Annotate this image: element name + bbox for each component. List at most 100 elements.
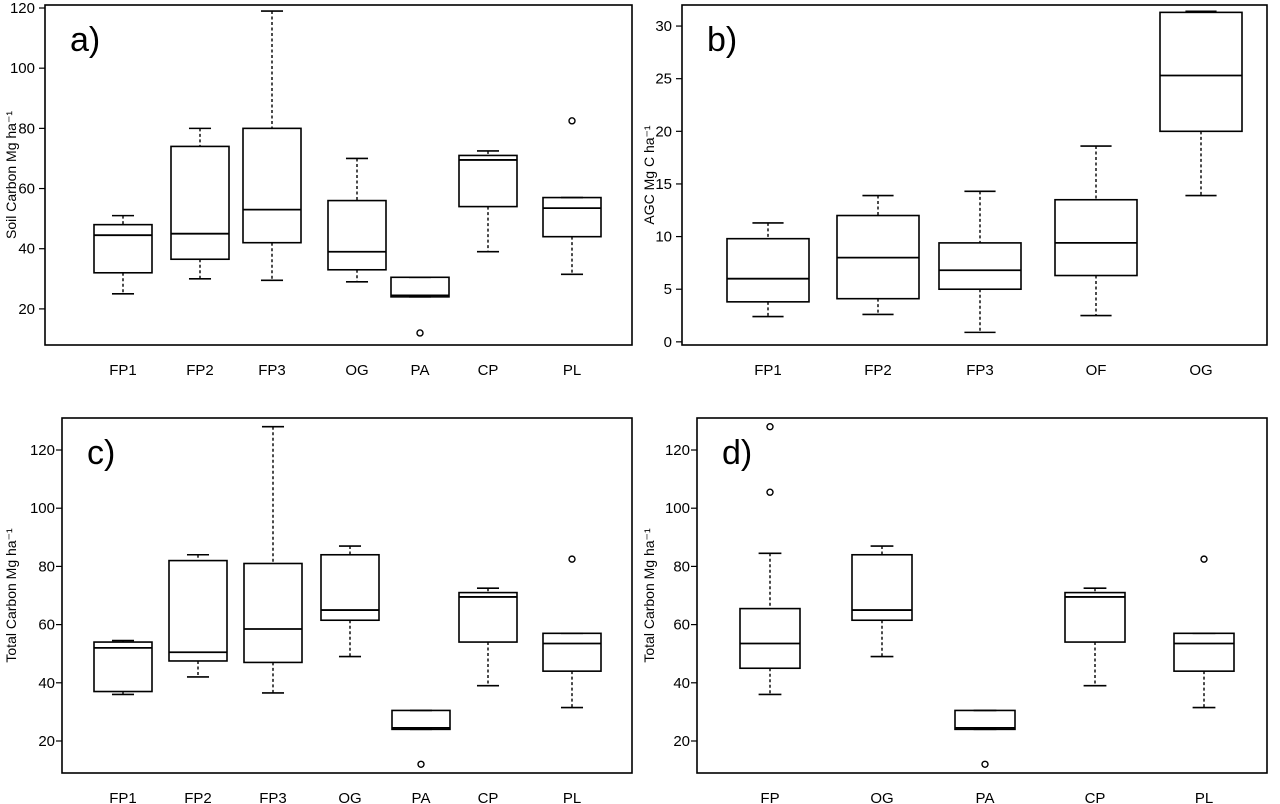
- y-tick-label: 10: [655, 229, 672, 246]
- x-category-label: FP: [760, 790, 779, 804]
- interquartile-box: [93, 641, 153, 693]
- box-pa: PA: [390, 276, 450, 379]
- x-category-label: PL: [563, 790, 581, 804]
- y-tick-label: 120: [10, 0, 35, 17]
- plot-frame: [61, 417, 633, 774]
- y-tick-label: 20: [655, 123, 672, 140]
- x-category-label: CP: [1085, 790, 1106, 804]
- box-cp: CP: [1064, 587, 1126, 804]
- x-category-label: FP1: [109, 362, 137, 379]
- x-category-label: CP: [478, 362, 499, 379]
- y-tick-label: 100: [10, 60, 35, 77]
- x-category-label: OG: [870, 790, 893, 804]
- box-og: OG: [851, 545, 913, 804]
- y-axis-label: AGC Mg C ha⁻¹: [641, 125, 657, 225]
- y-tick-label: 5: [664, 281, 672, 298]
- box-cp: CP: [458, 150, 518, 379]
- y-tick-label: 60: [673, 617, 690, 634]
- y-tick-label: 100: [30, 500, 55, 517]
- box-fp1: FP1: [93, 214, 153, 379]
- box-pl: PL: [542, 555, 602, 804]
- interquartile-box: [739, 607, 801, 670]
- x-category-label: PL: [1195, 790, 1213, 804]
- interquartile-box: [390, 276, 450, 298]
- interquartile-box: [93, 223, 153, 274]
- x-category-label: FP3: [259, 790, 287, 804]
- panel-4: 20 40 60 80 100 120 Total Carbon Mg ha⁻¹ d) FP OG…: [641, 417, 1268, 804]
- x-category-label: PA: [976, 790, 995, 804]
- outlier-point: [981, 760, 989, 768]
- x-category-label: FP1: [754, 362, 782, 379]
- outlier-point: [416, 329, 424, 337]
- plot-frame: [696, 417, 1268, 774]
- interquartile-box: [542, 632, 602, 672]
- panel-3: 20 40 60 80 100 120 Total Carbon Mg ha⁻¹ c) FP1 F…: [3, 417, 633, 804]
- y-tick-label: 0: [664, 334, 672, 351]
- interquartile-box: [458, 154, 518, 208]
- outlier-point: [766, 488, 774, 496]
- x-category-label: PA: [412, 790, 431, 804]
- box-fp3: FP3: [243, 425, 303, 804]
- y-tick-label: 30: [655, 18, 672, 35]
- interquartile-box: [1159, 11, 1243, 133]
- outlier-point: [1200, 555, 1208, 563]
- y-tick-label: 120: [665, 442, 690, 459]
- panel-label: a): [70, 21, 100, 59]
- box-fp2: FP2: [170, 127, 230, 379]
- y-tick-label: 120: [30, 442, 55, 459]
- y-tick-label: 20: [18, 301, 35, 318]
- x-category-label: OG: [338, 790, 361, 804]
- y-tick-label: 80: [38, 558, 55, 575]
- x-category-label: FP3: [258, 362, 286, 379]
- box-fp3: FP3: [242, 10, 302, 379]
- y-tick-label: 100: [665, 500, 690, 517]
- box-pl: PL: [1173, 555, 1235, 804]
- interquartile-box: [954, 709, 1016, 731]
- interquartile-box: [243, 562, 303, 664]
- y-tick-label: 40: [673, 675, 690, 692]
- x-category-label: FP2: [864, 362, 892, 379]
- y-axis-label: Total Carbon Mg ha⁻¹: [3, 528, 19, 663]
- x-category-label: FP2: [186, 362, 214, 379]
- panel-label: c): [87, 434, 115, 472]
- panel-1: 20 40 60 80 100 120 Soil Carbon Mg ha⁻¹ a) FP1 FP…: [3, 0, 633, 379]
- interquartile-box: [458, 591, 518, 643]
- box-fp3: FP3: [938, 190, 1022, 379]
- y-tick-label: 40: [18, 241, 35, 258]
- interquartile-box: [542, 196, 602, 238]
- x-category-label: FP1: [109, 790, 137, 804]
- box-fp1: FP1: [93, 639, 153, 804]
- outlier-point: [417, 760, 425, 768]
- y-axis-label: Soil Carbon Mg ha⁻¹: [3, 111, 19, 239]
- y-tick-label: 15: [655, 176, 672, 193]
- box-fp1: FP1: [726, 222, 810, 379]
- box-og: OG: [327, 157, 387, 379]
- outlier-point: [568, 555, 576, 563]
- interquartile-box: [851, 553, 913, 622]
- interquartile-box: [1064, 591, 1126, 643]
- x-category-label: OG: [345, 362, 368, 379]
- interquartile-box: [327, 199, 387, 271]
- x-category-label: CP: [478, 790, 499, 804]
- y-tick-label: 20: [38, 733, 55, 750]
- box-og: OG: [320, 545, 380, 804]
- box-og: OG: [1159, 10, 1243, 379]
- y-tick-label: 25: [655, 71, 672, 88]
- box-pa: PA: [954, 709, 1016, 804]
- interquartile-box: [1054, 198, 1138, 277]
- interquartile-box: [168, 559, 228, 662]
- x-category-label: FP3: [966, 362, 994, 379]
- outlier-point: [568, 117, 576, 125]
- box-pl: PL: [542, 117, 602, 379]
- panel-label: d): [722, 434, 752, 472]
- panel-2: 0 5 10 15 20 25 30 AGC Mg C ha⁻¹ b) FP1 FP2 FP3 OF OG: [641, 4, 1268, 379]
- y-axis-label: Total Carbon Mg ha⁻¹: [641, 528, 657, 663]
- interquartile-box: [726, 237, 810, 303]
- y-tick-label: 40: [38, 675, 55, 692]
- x-category-label: PL: [563, 362, 581, 379]
- box-pa: PA: [391, 709, 451, 804]
- y-tick-label: 80: [673, 558, 690, 575]
- y-tick-label: 60: [38, 617, 55, 634]
